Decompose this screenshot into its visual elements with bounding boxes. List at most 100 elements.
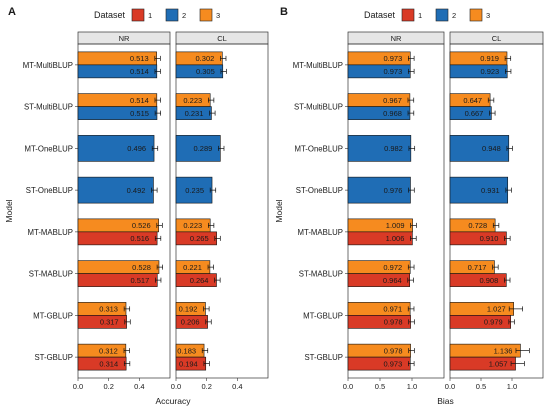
data-label: 0.313 <box>99 305 118 314</box>
x-tick-label: 0.5 <box>476 382 486 391</box>
bar-ST-OneBLUP-CL-d2 <box>449 176 509 204</box>
legend-label-3: 3 <box>486 11 490 20</box>
data-label: 0.492 <box>127 186 146 195</box>
bar-ST-OneBLUP-NR-d2 <box>347 176 411 204</box>
legend-label-1: 1 <box>148 11 152 20</box>
x-tick-label: 0.0 <box>445 382 455 391</box>
facet-CL: CL 0.0 0.2 0.4 0.302 0.305 0.223 0.231 0.289 0.23… <box>171 31 269 391</box>
x-tick-label: 0.2 <box>103 382 113 391</box>
data-label: 0.667 <box>465 109 484 118</box>
panel-label: B <box>280 6 288 18</box>
x-tick-label: 0.4 <box>134 382 144 391</box>
facet-title: CL <box>492 34 502 43</box>
panel-B: B Model MT-MultiBLUP ST-MultiBLUP MT-OneBLUP… <box>274 6 544 406</box>
x-axis-label: Accuracy <box>156 396 192 406</box>
data-label: 0.919 <box>480 54 499 63</box>
legend-swatch-1 <box>401 8 415 22</box>
legend-title: Dataset <box>364 10 396 20</box>
data-label: 0.978 <box>384 318 403 327</box>
bar-MT-OneBLUP-NR-d2 <box>77 135 155 162</box>
x-tick-label: 0.4 <box>232 382 242 391</box>
data-label: 0.221 <box>183 263 202 272</box>
data-label: 0.317 <box>100 318 119 327</box>
model-tick-label: MT-MABLUP <box>298 228 344 237</box>
data-label: 0.982 <box>384 144 403 153</box>
data-label: 0.647 <box>463 96 482 105</box>
data-label: 0.516 <box>130 234 149 243</box>
x-axis-label: Bias <box>437 396 454 406</box>
data-label: 1.009 <box>386 221 405 230</box>
data-label: 0.265 <box>190 234 209 243</box>
facet-title: NR <box>391 34 402 43</box>
model-tick-label: ST-MABLUP <box>29 270 73 279</box>
legend-title: Dataset <box>94 10 126 20</box>
data-label: 0.231 <box>185 109 204 118</box>
model-tick-label: ST-OneBLUP <box>296 186 343 195</box>
x-tick-label: 0.0 <box>73 382 83 391</box>
model-tick-label: ST-OneBLUP <box>26 186 73 195</box>
data-label: 0.305 <box>196 67 215 76</box>
x-tick-label: 0.0 <box>171 382 181 391</box>
data-label: 1.027 <box>487 305 506 314</box>
model-tick-label: MT-GBLUP <box>303 311 343 320</box>
data-label: 0.312 <box>99 346 118 355</box>
x-tick-label: 1.0 <box>407 382 417 391</box>
bar-MT-OneBLUP-CL-d2 <box>175 135 221 162</box>
facet-border <box>449 43 544 379</box>
legend-group: Dataset 1 2 3 <box>94 8 220 22</box>
data-label: 0.289 <box>194 144 213 153</box>
legend-swatch-1 <box>131 8 145 22</box>
data-label: 0.206 <box>181 318 200 327</box>
facet-title: CL <box>217 34 227 43</box>
legend: Dataset 1 2 3 Dataset 1 2 3 <box>94 8 490 22</box>
data-label: 0.223 <box>183 221 202 230</box>
data-label: 0.973 <box>383 67 402 76</box>
data-label: 0.976 <box>384 186 403 195</box>
model-tick-label: ST-GBLUP <box>34 353 73 362</box>
data-label: 0.496 <box>127 144 146 153</box>
x-tick-label: 0.2 <box>201 382 211 391</box>
legend-swatch-2 <box>435 8 449 22</box>
bar-ST-OneBLUP-CL-d2 <box>175 176 213 204</box>
facet-border <box>77 43 171 379</box>
data-label: 1.057 <box>489 359 508 368</box>
x-tick-label: 0.5 <box>375 382 385 391</box>
data-label: 0.183 <box>177 346 196 355</box>
facet-border <box>175 43 269 379</box>
facet-NR: NR 0.0 0.2 0.4 0.513 0.514 0.514 0.515 0.496 0.49… <box>73 31 171 391</box>
facet-CL: CL 0.0 0.5 1.0 0.919 0.923 0.647 0.667 0.948 0.93… <box>445 31 544 391</box>
facet-title: NR <box>119 34 130 43</box>
model-tick-label: ST-GBLUP <box>304 353 343 362</box>
data-label: 0.972 <box>383 263 402 272</box>
data-label: 0.923 <box>480 67 499 76</box>
legend-label-1: 1 <box>418 11 422 20</box>
legend-label-3: 3 <box>216 11 220 20</box>
bar-MT-OneBLUP-CL-d2 <box>449 135 510 162</box>
y-axis-label: Model <box>4 199 14 222</box>
model-tick-label: ST-MultiBLUP <box>294 103 343 112</box>
legend-swatch-2 <box>165 8 179 22</box>
data-label: 0.314 <box>99 359 118 368</box>
data-label: 0.517 <box>130 276 149 285</box>
y-axis-label: Model <box>274 199 284 222</box>
data-label: 0.194 <box>179 359 198 368</box>
data-label: 0.717 <box>468 263 487 272</box>
facet-NR: NR 0.0 0.5 1.0 0.973 0.973 0.967 0.968 0.982 0.97… <box>343 31 445 391</box>
data-label: 0.513 <box>130 54 149 63</box>
facet-border <box>347 43 445 379</box>
model-tick-label: MT-MABLUP <box>28 228 74 237</box>
data-label: 1.136 <box>494 346 513 355</box>
data-label: 0.979 <box>484 318 503 327</box>
data-label: 0.908 <box>480 276 499 285</box>
legend-label-2: 2 <box>182 11 186 20</box>
legend-swatch-3 <box>469 8 483 22</box>
data-label: 0.515 <box>130 109 149 118</box>
data-label: 0.302 <box>196 54 215 63</box>
model-tick-label: MT-MultiBLUP <box>293 61 343 70</box>
x-tick-label: 1.0 <box>507 382 517 391</box>
bar-ST-OneBLUP-NR-d2 <box>77 176 154 204</box>
data-label: 0.973 <box>383 54 402 63</box>
model-tick-label: MT-MultiBLUP <box>23 61 73 70</box>
data-label: 0.528 <box>132 263 151 272</box>
